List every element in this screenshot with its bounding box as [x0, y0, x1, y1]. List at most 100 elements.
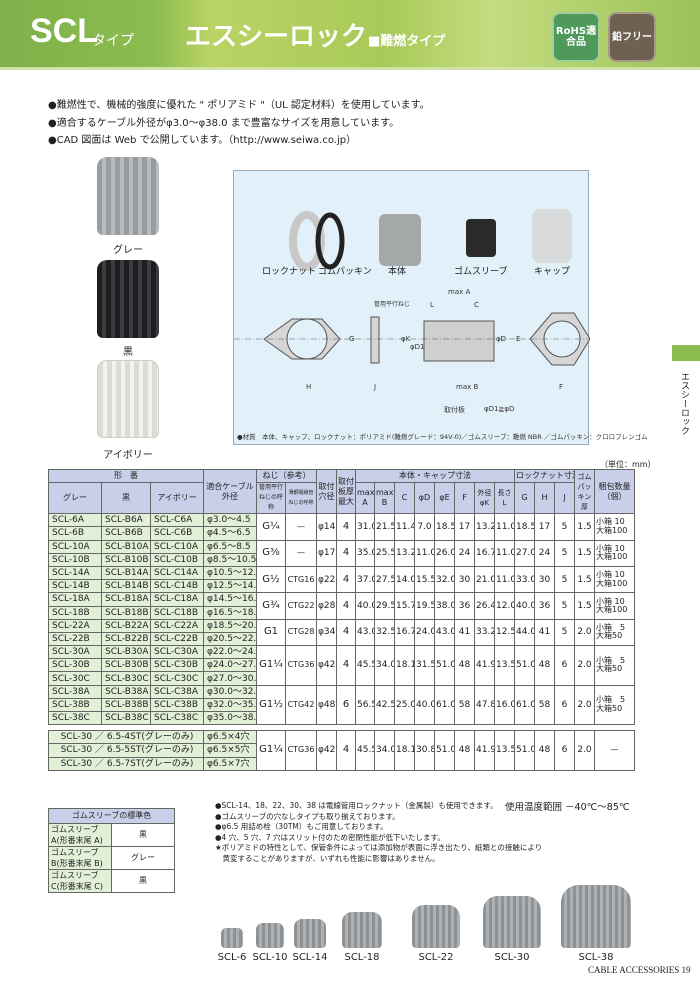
feature-list: ●難燃性で、機械的強度に優れた " ポリアミド "（UL 認定材料）を使用してい…	[48, 97, 430, 150]
dim-label: 取付板	[444, 406, 465, 414]
temperature-range: 使用温度範囲 －40℃～85℃	[505, 802, 630, 813]
dimension-cell: 48	[454, 730, 475, 771]
dimension-cell: 33.2	[474, 618, 495, 647]
col-l: 長さL	[494, 482, 515, 515]
thickness-cell: 6	[336, 684, 356, 726]
dimension-cell: 38.0	[434, 592, 455, 620]
cable-cell: φ6.5×4穴	[203, 730, 257, 745]
dim-label: G	[349, 335, 355, 343]
model-cell: SCL-C18B	[150, 605, 204, 620]
model-cell: SCL-10A	[48, 539, 102, 554]
dimension-cell: 51.0	[514, 645, 535, 686]
dim-label: C	[474, 301, 479, 309]
sleeve-type: ゴムスリーブ B(形番末尾 B)	[48, 845, 112, 870]
dimension-cell: 18.1	[394, 645, 415, 686]
model-cell: SCL-B18B	[101, 605, 151, 620]
model-cell: SCL-C18A	[150, 592, 204, 607]
cable-cell: φ6.5×7穴	[203, 756, 257, 771]
dimension-cell: 32.0	[434, 565, 455, 594]
model-cell: SCL-B30C	[101, 671, 151, 686]
dimension-cell: 47.8	[474, 684, 495, 726]
dimension-cell: 1.5	[574, 539, 596, 567]
cable-cell: φ30.0～32.0	[203, 684, 257, 699]
model-cell: SCL-30B	[48, 658, 102, 673]
model-cell: SCL-C22A	[150, 618, 204, 633]
dimension-cell: 26.0	[434, 539, 455, 567]
dimension-cell: 18.1	[394, 730, 415, 771]
rohs-badge: RoHS適合品	[552, 12, 600, 62]
dim-label: E	[516, 335, 521, 343]
table-row: SCL-30 ／ 6.5-4ST(グレーのみ) φ6.5×4穴 G1¼ CTG36 φ4…	[48, 730, 636, 771]
col-e: φE	[434, 482, 455, 515]
col-gum: ゴムパッキン厚	[574, 468, 596, 515]
dimension-cell: 16.0	[494, 684, 515, 726]
dim-label: φD	[496, 335, 507, 343]
dimension-cell: 44.0	[514, 618, 535, 647]
pack-cell: —	[594, 730, 636, 771]
dimension-cell: 16.7	[474, 539, 495, 567]
model-cell: SCL-C10B	[150, 552, 204, 567]
dimension-cell: 24	[454, 539, 475, 567]
dimension-cell: 32.5	[374, 618, 395, 647]
dimension-cell: 34.0	[374, 730, 395, 771]
dimension-cell: 48	[534, 645, 555, 686]
cable-cell: φ4.5～6.5	[203, 526, 257, 541]
size-label: SCL-10	[252, 952, 288, 963]
size-label: SCL-30	[494, 952, 530, 963]
thickness-cell: 4	[336, 592, 356, 620]
dim-label: H	[306, 383, 312, 391]
model-cell: SCL-C38A	[150, 684, 204, 699]
col-pipe: 管用平行ねじの呼称	[256, 482, 286, 515]
dim-label: φD1	[410, 343, 425, 351]
dimension-cell: 2.0	[574, 684, 596, 726]
ctg-cell: CTG16	[285, 565, 317, 594]
model-cell: SCL-B14B	[101, 579, 151, 594]
dimension-cell: 21.0	[474, 565, 495, 594]
col-h: H	[534, 482, 555, 515]
sleeve-type: ゴムスリーブ A(形番末尾 A)	[48, 822, 112, 847]
dimension-cell: 34.0	[374, 645, 395, 686]
dimension-cell: 24	[534, 539, 555, 567]
pack-cell: 小箱 10 大箱100	[594, 565, 636, 594]
section-tab-marker	[672, 345, 700, 361]
dimension-cell: 45.5	[355, 645, 375, 686]
model-cell: SCL-C6A	[150, 513, 204, 528]
ctg-cell: CTG36	[285, 730, 317, 771]
dimension-cell: 13.2	[394, 539, 415, 567]
dimension-cell: 41.9	[474, 645, 495, 686]
lead-free-badge: 鉛フリー	[608, 12, 656, 62]
dimension-cell: 42.5	[374, 684, 395, 726]
model-cell: SCL-22A	[48, 618, 102, 633]
dimension-cell: 2.0	[574, 618, 596, 647]
feature-item: ●CAD 図面は Web で公開しています。（http://www.seiwa.…	[48, 135, 357, 146]
dimension-cell: 25.0	[394, 684, 415, 726]
table-row: SCL-38ASCL-B38ASCL-C38Aφ30.0～32.0G1½CTG4…	[48, 684, 636, 726]
part-label: キャップ	[534, 267, 571, 277]
pack-cell: 小箱 5 大箱50	[594, 684, 636, 726]
page-subtitle: ■難燃タイプ	[368, 34, 446, 49]
model-cell: SCL-C30C	[150, 671, 204, 686]
dimension-cell: 13.5	[494, 730, 515, 771]
col-pack: 梱包数量（個）	[594, 468, 636, 515]
thread-cell: G1½	[256, 684, 286, 726]
model-cell: SCL-C38C	[150, 710, 204, 726]
model-cell: SCL-B38B	[101, 697, 151, 713]
dimension-cell: 30.8	[414, 730, 435, 771]
model-cell: SCL-C14B	[150, 579, 204, 594]
dimension-cell: 24.0	[414, 618, 435, 647]
dimension-cell: 56.5	[355, 684, 375, 726]
col-f: F	[454, 482, 475, 515]
part-label: ロックナット	[262, 267, 317, 277]
thread-cell: G¾	[256, 592, 286, 620]
spec-table: 形 番 適合ケーブル外径 ねじ（参考） 取付穴径 取付板厚最大 本体・キャップ寸…	[48, 468, 636, 771]
sleeve-color: グレー	[111, 845, 175, 870]
dimension-cell: 31.5	[414, 645, 435, 686]
product-photo-gray	[97, 157, 159, 235]
dimension-cell: 58	[534, 684, 555, 726]
dim-label: φK	[401, 335, 411, 343]
